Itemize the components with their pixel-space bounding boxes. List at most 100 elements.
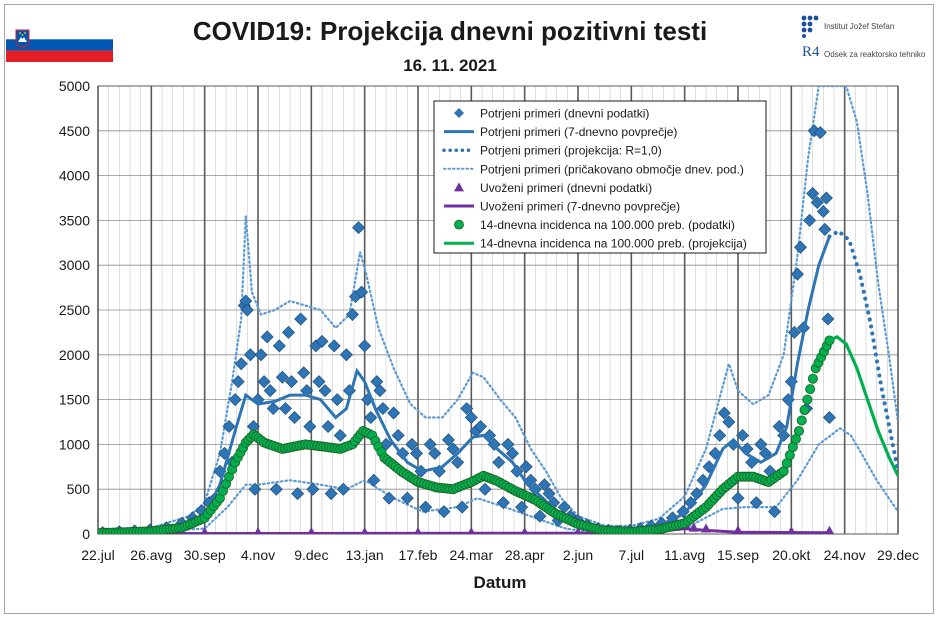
confirmed-daily-marker <box>231 375 245 389</box>
confirmed-daily-marker <box>464 411 478 425</box>
chart-legend: Potrjeni primeri (dnevni podatki) Potrjen… <box>433 100 767 254</box>
confirmed-daily-marker <box>248 482 262 496</box>
x-tick-label: 30.sep <box>184 547 226 563</box>
confirmed-daily-marker <box>451 455 465 469</box>
confirmed-daily-marker <box>455 500 469 514</box>
x-tick-label: 9.dec <box>294 547 328 563</box>
confirmed-projection-line <box>827 228 898 474</box>
imported-daily-marker <box>824 525 835 534</box>
imported-daily-marker <box>467 527 476 534</box>
confirmed-daily-marker <box>358 339 372 353</box>
confirmed-daily-marker <box>717 406 731 420</box>
x-tick-label: 13.jan <box>346 547 384 563</box>
y-tick-label: 1000 <box>59 436 90 452</box>
confirmed-daily-marker <box>263 384 277 398</box>
confirmed-daily-marker <box>446 442 460 456</box>
imported-daily-marker <box>688 522 699 532</box>
ijs-logo-icon <box>801 15 819 38</box>
institute-name: Institut Jožef Stefan <box>824 22 895 31</box>
confirmed-daily-marker <box>813 126 827 140</box>
y-tick-label: 5000 <box>59 78 90 94</box>
confirmed-daily-marker <box>315 334 329 348</box>
institute-logos: Institut Jožef Stefan R4 Odsek za reakto… <box>798 14 932 74</box>
confirmed-daily-marker <box>409 446 423 460</box>
y-tick-label: 1500 <box>59 392 90 408</box>
confirmed-daily-marker <box>722 415 736 429</box>
imported-daily-marker <box>254 527 262 534</box>
x-tick-label: 4.nov <box>241 547 275 563</box>
confirmed-daily-marker <box>234 357 248 371</box>
x-tick-label: 15.sep <box>717 547 759 563</box>
chart-date: 16. 11. 2021 <box>403 56 497 75</box>
y-tick-label: 500 <box>67 481 91 497</box>
confirmed-daily-marker <box>533 509 547 523</box>
incidence-data-marker <box>796 415 807 426</box>
confirmed-daily-marker <box>373 384 387 398</box>
chart-title: COVID19: Projekcija dnevni pozitivni tes… <box>192 16 708 46</box>
y-tick-label: 4500 <box>59 123 90 139</box>
imported-daily-marker <box>307 527 316 534</box>
imported-daily-marker <box>574 527 582 534</box>
y-tick-label: 2500 <box>59 302 90 318</box>
confirmed-daily-marker <box>473 419 487 433</box>
department-logo-icon: R4 <box>802 44 820 60</box>
confirmed-daily-marker <box>428 446 442 460</box>
x-axis-title: Datum <box>473 573 527 592</box>
x-tick-label: 11.avg <box>664 547 705 563</box>
confirmed-daily-marker <box>333 428 347 442</box>
confirmed-daily-marker <box>806 187 820 201</box>
confirmed-daily-marker <box>355 285 369 299</box>
series-range-upper-line <box>98 86 898 533</box>
confirmed-daily-marker <box>330 393 344 407</box>
confirmed-daily-marker <box>460 402 474 416</box>
confirmed-daily-marker <box>312 375 326 389</box>
imported-daily-marker <box>200 527 209 534</box>
imported-daily-marker <box>733 525 743 534</box>
confirmed-daily-marker <box>240 303 254 317</box>
x-tick-label: 26.avg <box>130 547 172 563</box>
confirmed-daily-marker <box>787 325 801 339</box>
incidence-data-marker <box>799 405 810 416</box>
confirmed-daily-marker <box>352 221 366 235</box>
confirmed-daily-marker <box>419 500 433 514</box>
legend-label: Potrjeni primeri (projekcija: R=1,0) <box>480 144 662 158</box>
confirmed-daily-marker <box>260 330 274 344</box>
flag-stripe-red <box>6 50 113 62</box>
confirmed-daily-marker <box>749 496 763 510</box>
confirmed-daily-marker <box>816 204 830 218</box>
confirmed-daily-marker <box>364 411 378 425</box>
confirmed-daily-marker <box>441 433 455 447</box>
confirmed-daily-marker <box>708 446 722 460</box>
legend-label: Uvoženi primeri (7-dnevno povprečje) <box>480 200 680 214</box>
confirmed-daily-marker <box>376 402 390 416</box>
confirmed-daily-marker <box>243 348 257 362</box>
confirmed-daily-marker <box>537 478 551 492</box>
imported-daily-marker <box>414 527 422 534</box>
confirmed-daily-marker <box>713 428 727 442</box>
confirmed-daily-marker <box>542 487 556 501</box>
incidence-projection-line <box>828 335 898 477</box>
confirmed-daily-marker <box>321 419 335 433</box>
confirmed-daily-marker <box>519 460 533 474</box>
confirmed-daily-marker <box>405 437 419 451</box>
confirmed-daily-marker <box>294 312 308 326</box>
confirmed-daily-marker <box>281 325 295 339</box>
confirmed-daily-marker <box>254 348 268 362</box>
confirmed-daily-marker <box>790 267 804 281</box>
x-tick-label: 7.jul <box>618 547 644 563</box>
legend-box <box>433 100 767 254</box>
confirmed-daily-marker <box>228 393 242 407</box>
confirmed-daily-marker <box>318 384 332 398</box>
confirmed-daily-marker <box>275 370 289 384</box>
x-tick-label: 22.jul <box>81 547 114 563</box>
imported-daily-marker <box>520 527 529 534</box>
x-tick-label: 20.okt <box>772 547 810 563</box>
x-tick-label: 24.nov <box>824 547 866 563</box>
confirmed-daily-marker <box>754 437 768 451</box>
chart-frame <box>4 4 934 614</box>
confirmed-daily-marker <box>821 312 835 326</box>
y-tick-label: 3500 <box>59 212 90 228</box>
series-layer <box>98 86 898 534</box>
x-tick-label: 17.feb <box>399 547 438 563</box>
confirmed-7day-line <box>98 235 831 534</box>
